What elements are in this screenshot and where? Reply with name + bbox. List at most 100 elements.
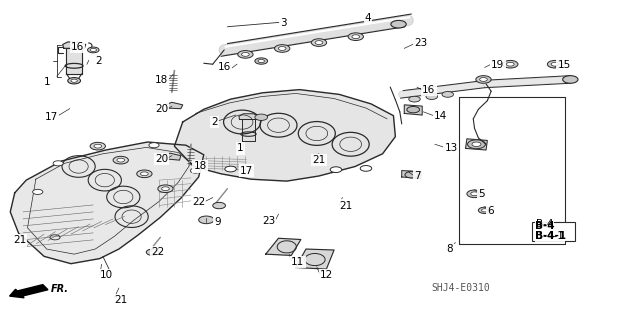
Text: 20: 20 — [155, 104, 168, 114]
Text: 15: 15 — [557, 60, 571, 70]
Circle shape — [476, 76, 491, 83]
Polygon shape — [466, 139, 487, 150]
Circle shape — [258, 59, 264, 63]
Text: B-4-1: B-4-1 — [534, 231, 566, 241]
Text: 7: 7 — [415, 171, 421, 181]
Text: SHJ4-E0310: SHJ4-E0310 — [431, 283, 490, 293]
Circle shape — [141, 172, 148, 176]
Polygon shape — [63, 42, 86, 48]
Polygon shape — [10, 142, 204, 264]
Circle shape — [405, 172, 418, 178]
Circle shape — [212, 202, 225, 209]
Polygon shape — [242, 120, 255, 141]
Text: B-4-1: B-4-1 — [536, 231, 564, 241]
Text: 16: 16 — [422, 85, 435, 95]
Text: 22: 22 — [192, 197, 205, 207]
Text: 17: 17 — [45, 112, 58, 122]
Text: 19: 19 — [491, 60, 504, 70]
Text: 11: 11 — [291, 257, 305, 267]
Circle shape — [71, 79, 77, 82]
Text: 17: 17 — [240, 166, 253, 176]
Circle shape — [391, 20, 406, 28]
Circle shape — [467, 140, 485, 149]
Text: 2: 2 — [211, 117, 218, 127]
Circle shape — [88, 47, 99, 53]
Circle shape — [563, 76, 578, 83]
Text: 21: 21 — [115, 295, 127, 305]
Circle shape — [472, 142, 481, 146]
Circle shape — [479, 78, 487, 81]
Text: 18: 18 — [193, 161, 207, 172]
Polygon shape — [239, 114, 258, 120]
Circle shape — [352, 35, 360, 39]
Circle shape — [467, 190, 482, 197]
Text: 14: 14 — [434, 111, 447, 121]
Circle shape — [33, 189, 43, 195]
Circle shape — [149, 143, 159, 148]
Circle shape — [241, 53, 249, 56]
Circle shape — [53, 161, 63, 166]
Circle shape — [551, 62, 559, 66]
Text: 2: 2 — [95, 56, 102, 66]
Circle shape — [158, 185, 173, 193]
Circle shape — [360, 166, 372, 171]
Text: 12: 12 — [320, 271, 333, 280]
Polygon shape — [266, 238, 301, 256]
Text: 16: 16 — [218, 63, 230, 72]
Circle shape — [237, 51, 253, 58]
Circle shape — [330, 167, 342, 173]
Circle shape — [502, 60, 518, 68]
Text: 21: 21 — [13, 235, 26, 246]
Circle shape — [278, 47, 286, 50]
Text: 4: 4 — [365, 13, 371, 23]
Circle shape — [275, 45, 290, 52]
Text: B-4: B-4 — [534, 221, 554, 231]
Circle shape — [147, 249, 159, 256]
Circle shape — [94, 144, 102, 148]
Circle shape — [137, 170, 152, 178]
Circle shape — [113, 156, 129, 164]
Circle shape — [547, 60, 563, 68]
Text: 13: 13 — [445, 143, 458, 153]
Text: B-4: B-4 — [536, 219, 554, 229]
Circle shape — [162, 187, 170, 191]
Bar — [532, 222, 575, 241]
Text: 21: 21 — [339, 201, 353, 211]
Text: 6: 6 — [487, 206, 494, 216]
Text: 20: 20 — [155, 154, 168, 164]
Text: 18: 18 — [155, 75, 168, 85]
Text: FR.: FR. — [51, 284, 68, 294]
Text: 23: 23 — [262, 216, 275, 226]
FancyArrow shape — [10, 285, 48, 298]
Circle shape — [348, 33, 364, 41]
Polygon shape — [174, 90, 396, 181]
Polygon shape — [404, 105, 422, 115]
Text: 1: 1 — [44, 77, 51, 87]
Text: 23: 23 — [415, 38, 428, 48]
Circle shape — [311, 39, 326, 46]
Circle shape — [90, 142, 106, 150]
Text: 1: 1 — [237, 143, 243, 153]
Circle shape — [90, 48, 97, 51]
Text: 22: 22 — [151, 247, 164, 257]
Text: 21: 21 — [312, 155, 326, 165]
Circle shape — [407, 107, 420, 113]
Circle shape — [506, 62, 514, 66]
Polygon shape — [402, 171, 421, 179]
Circle shape — [470, 192, 478, 196]
Circle shape — [117, 158, 125, 162]
Circle shape — [426, 94, 438, 100]
Circle shape — [255, 58, 268, 64]
Circle shape — [478, 207, 491, 213]
Text: 5: 5 — [478, 189, 485, 199]
Circle shape — [409, 96, 420, 102]
Text: 8: 8 — [447, 244, 453, 254]
Circle shape — [190, 168, 200, 173]
Circle shape — [68, 78, 81, 84]
Polygon shape — [67, 48, 82, 74]
Text: 16: 16 — [71, 42, 84, 52]
Circle shape — [255, 114, 268, 121]
Text: 9: 9 — [214, 217, 221, 227]
Polygon shape — [166, 102, 182, 109]
Text: 3: 3 — [280, 18, 287, 28]
